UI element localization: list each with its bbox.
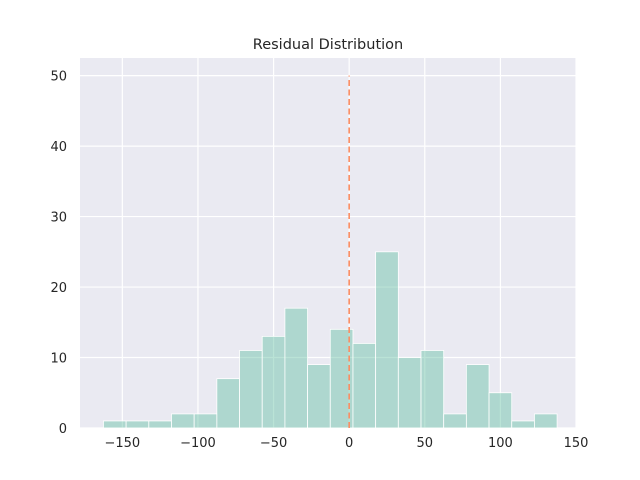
histogram-bar — [352, 343, 377, 429]
plot-area — [80, 58, 576, 428]
histogram-bar — [239, 350, 263, 429]
histogram-bar — [171, 413, 195, 429]
histogram-bar — [488, 392, 513, 429]
x-tick-label: 150 — [564, 436, 589, 451]
histogram-bar — [125, 420, 150, 429]
histogram-bar — [375, 251, 399, 429]
y-tick-label: 30 — [50, 211, 67, 226]
histogram-bar — [420, 350, 445, 429]
y-tick-label: 0 — [59, 422, 67, 437]
histogram-bar — [284, 307, 308, 429]
x-tick-label: 50 — [417, 436, 434, 451]
x-axis-ticks: −150 −100 −50 0 50 100 150 — [104, 436, 588, 451]
y-axis-ticks: 0 10 20 30 40 50 — [50, 70, 67, 437]
histogram-bar — [103, 420, 127, 429]
histogram-bar — [534, 413, 558, 429]
y-tick-label: 50 — [50, 70, 67, 85]
y-tick-label: 10 — [50, 352, 67, 367]
histogram-bar — [261, 335, 286, 429]
histogram-bar — [511, 420, 535, 429]
x-tick-label: 0 — [345, 436, 353, 451]
histogram-bar — [465, 364, 490, 429]
histogram-bar — [193, 413, 218, 429]
histogram-bar — [216, 378, 240, 429]
x-tick-label: 100 — [488, 436, 513, 451]
y-tick-label: 40 — [50, 140, 67, 155]
histogram-bar — [443, 413, 467, 429]
x-tick-label: −100 — [180, 436, 216, 451]
x-tick-label: −150 — [104, 436, 140, 451]
chart-title: Residual Distribution — [253, 37, 403, 53]
histogram-bar — [307, 364, 331, 429]
x-tick-label: −50 — [260, 436, 287, 451]
y-tick-label: 20 — [50, 281, 67, 296]
histogram-bar — [148, 420, 172, 429]
histogram-bar — [397, 357, 422, 429]
histogram-bars — [103, 251, 558, 429]
